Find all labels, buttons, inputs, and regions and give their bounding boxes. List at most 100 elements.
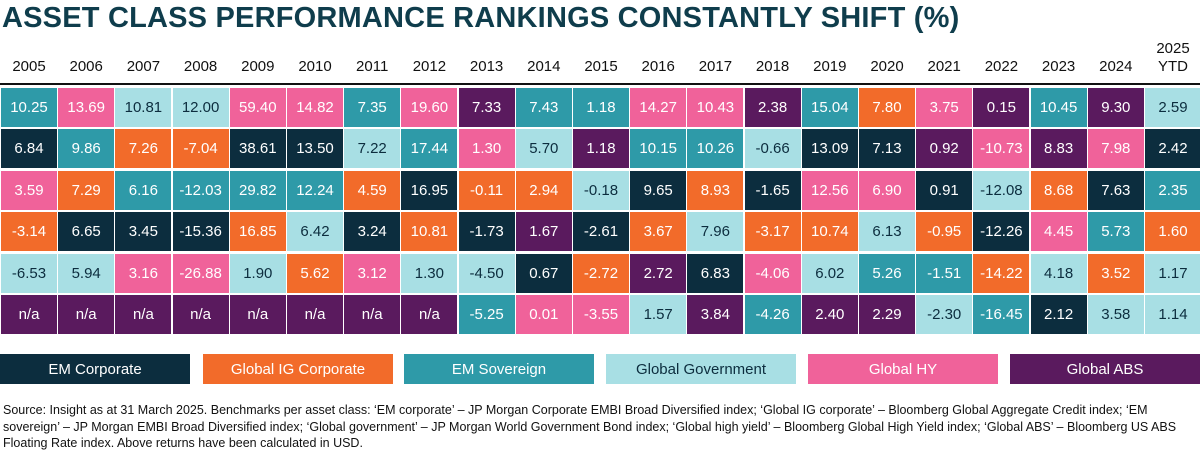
return-cell: 7.35	[344, 88, 401, 127]
legend-item: EM Sovereign	[404, 354, 594, 384]
return-cell: 14.27	[630, 88, 687, 127]
year-label: 2012	[412, 58, 447, 75]
return-cell: 3.24	[344, 212, 401, 252]
return-cell: -1.51	[916, 253, 973, 293]
chart-title: ASSET CLASS PERFORMANCE RANKINGS CONSTAN…	[2, 2, 960, 34]
return-cell: -0.95	[916, 212, 973, 252]
return-cell: 3.84	[687, 295, 744, 334]
return-cell: 1.30	[458, 129, 515, 169]
return-cell: 59.40	[229, 88, 286, 127]
header-rule	[0, 83, 1200, 85]
return-cell: 1.18	[573, 129, 629, 169]
return-cell: 10.26	[687, 129, 744, 169]
return-cell: 16.95	[401, 170, 458, 210]
return-cell: 9.86	[58, 129, 115, 169]
return-cell: 3.67	[630, 212, 687, 252]
return-cell: 8.93	[687, 170, 744, 210]
source-footnote: Source: Insight as at 31 March 2025. Ben…	[3, 403, 1177, 450]
return-cell: 6.13	[859, 212, 915, 252]
return-cell: 3.75	[916, 88, 973, 127]
return-cell: 12.00	[172, 88, 229, 127]
return-cell: 7.98	[1087, 129, 1144, 169]
year-label: 2018	[755, 58, 790, 75]
legend-item: Global HY	[808, 354, 998, 384]
return-cell: 1.18	[573, 88, 629, 127]
year-label: 2009	[241, 58, 275, 75]
return-cell: 16.85	[229, 212, 286, 252]
return-cell: 7.13	[859, 129, 915, 169]
return-cell: 15.04	[801, 88, 858, 127]
legend-item: Global ABS	[1010, 354, 1200, 384]
return-cell: -2.72	[573, 253, 629, 293]
return-cell: -14.22	[973, 253, 1030, 293]
return-cell: 1.90	[229, 253, 286, 293]
return-cell: n/a	[344, 295, 401, 334]
return-cell: 5.70	[515, 129, 572, 169]
return-cell: n/a	[1, 295, 57, 334]
return-cell: -12.26	[973, 212, 1030, 252]
return-cell: 13.09	[801, 129, 858, 169]
return-cell: n/a	[229, 295, 286, 334]
return-cell: 10.43	[687, 88, 744, 127]
return-cell: 10.15	[630, 129, 687, 169]
return-cell: -1.73	[458, 212, 515, 252]
return-cell: 1.17	[1145, 253, 1200, 293]
return-cell: 2.38	[744, 88, 801, 127]
return-cell: 6.65	[58, 212, 115, 252]
return-cell: 6.02	[801, 253, 858, 293]
return-cell: 10.81	[115, 88, 172, 127]
return-cell: 4.45	[1030, 212, 1087, 252]
year-label: 2020	[870, 58, 904, 75]
return-cell: 14.82	[287, 88, 343, 127]
return-cell: 1.60	[1145, 212, 1200, 252]
return-cell: 7.43	[515, 88, 572, 127]
return-cell: 3.12	[344, 253, 401, 293]
return-cell: 1.14	[1145, 295, 1200, 334]
return-cell: 7.26	[115, 129, 172, 169]
performance-grid: 10.25 6.84 3.59 -3.14 -6.53 n/a 13.69 9.86 7.29 6…	[0, 88, 1200, 336]
return-cell: -3.14	[1, 212, 57, 252]
return-cell: -3.17	[744, 212, 801, 252]
return-cell: n/a	[115, 295, 172, 334]
return-cell: 10.74	[801, 212, 858, 252]
return-cell: 13.69	[58, 88, 115, 127]
return-cell: 1.57	[630, 295, 687, 334]
return-cell: 10.45	[1030, 88, 1087, 127]
return-cell: -0.11	[458, 170, 515, 210]
return-cell: 9.65	[630, 170, 687, 210]
year-label: 2025 YTD	[1156, 40, 1190, 75]
return-cell: 2.35	[1145, 170, 1200, 210]
return-cell: 38.61	[229, 129, 286, 169]
return-cell: 2.59	[1145, 88, 1200, 127]
return-cell: 6.84	[1, 129, 57, 169]
return-cell: -2.30	[916, 295, 973, 334]
return-cell: -0.18	[573, 170, 629, 210]
return-cell: 0.91	[916, 170, 973, 210]
return-cell: 8.83	[1030, 129, 1087, 169]
return-cell: -4.26	[744, 295, 801, 334]
legend-item: Global Government	[606, 354, 796, 384]
return-cell: -0.66	[744, 129, 801, 169]
year-label: 2019	[813, 58, 847, 75]
return-cell: 9.30	[1087, 88, 1144, 127]
return-cell: 0.92	[916, 129, 973, 169]
legend: EM Corporate Global IG Corporate EM Sovere…	[0, 354, 1200, 384]
return-cell: n/a	[58, 295, 115, 334]
year-label: 2014	[527, 58, 561, 75]
return-cell: 1.30	[401, 253, 458, 293]
return-cell: 7.96	[687, 212, 744, 252]
return-cell: -4.50	[458, 253, 515, 293]
return-cell: -7.04	[172, 129, 229, 169]
return-cell: 2.29	[859, 295, 915, 334]
return-cell: 7.63	[1087, 170, 1144, 210]
return-cell: n/a	[172, 295, 229, 334]
return-cell: 6.42	[287, 212, 343, 252]
return-cell: 29.82	[229, 170, 286, 210]
return-cell: -4.06	[744, 253, 801, 293]
return-cell: 10.81	[401, 212, 458, 252]
return-cell: 19.60	[401, 88, 458, 127]
year-label: 2016	[641, 58, 675, 75]
legend-item: EM Corporate	[0, 354, 190, 384]
return-cell: 6.16	[115, 170, 172, 210]
return-cell: 13.50	[287, 129, 343, 169]
